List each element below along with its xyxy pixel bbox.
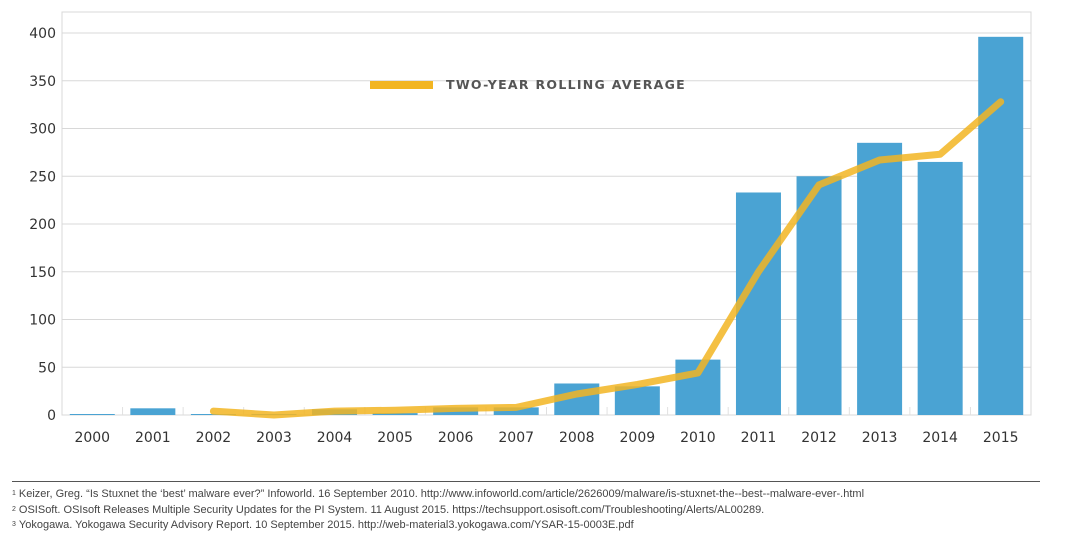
bar-2000 — [69, 414, 115, 415]
y-tick-label: 200 — [29, 217, 56, 233]
y-tick-label: 400 — [29, 26, 56, 42]
bar-2007 — [493, 407, 539, 415]
bar-2005 — [372, 413, 418, 415]
rolling-average-line — [209, 98, 1005, 419]
x-tick-label: 2000 — [74, 430, 110, 446]
y-tick-label: 350 — [29, 74, 56, 90]
x-tick-label: 2004 — [317, 430, 353, 446]
bar-2012 — [796, 176, 842, 415]
y-tick-label: 50 — [38, 360, 56, 376]
x-tick-label: 2008 — [559, 430, 595, 446]
x-tick-label: 2005 — [377, 430, 413, 446]
x-tick-label: 2009 — [620, 430, 656, 446]
footnote-3: 3 Yokogawa. Yokogawa Security Advisory Re… — [12, 519, 634, 531]
bar-2013 — [857, 142, 903, 415]
x-tick-label: 2002 — [196, 430, 232, 446]
footnote-2: 2 OSISoft. OSIsoft Releases Multiple Secu… — [12, 503, 765, 516]
x-tick-label: 2012 — [801, 430, 837, 446]
x-tick-label: 2010 — [680, 430, 716, 446]
footnote-divider — [12, 481, 1040, 482]
y-tick-label: 150 — [29, 265, 56, 281]
x-tick-label: 2013 — [862, 430, 898, 446]
y-tick-label: 100 — [29, 313, 56, 329]
legend-label: TWO-YEAR ROLLING AVERAGE — [446, 77, 686, 92]
x-tick-label: 2006 — [438, 430, 474, 446]
bar-2014 — [917, 161, 963, 415]
y-tick-label: 300 — [29, 122, 56, 138]
bar-line-chart: 0 50 100 150 200 250 300 350 400 2000 2001 2002 2003… — [29, 11, 1032, 446]
y-tick-label: 250 — [29, 169, 56, 185]
x-tick-label: 2014 — [922, 430, 958, 446]
bar-2015 — [978, 36, 1024, 415]
x-tick-label: 2011 — [741, 430, 777, 446]
y-tick-label: 0 — [47, 408, 56, 424]
x-tick-label: 2001 — [135, 430, 171, 446]
footnotes: 1 Keizer, Greg. “Is Stuxnet the ‘best’ ma… — [12, 487, 1042, 534]
footnote-1: 1 Keizer, Greg. “Is Stuxnet the ‘best’ ma… — [12, 488, 865, 500]
bar-2009 — [614, 386, 660, 415]
x-tick-label: 2003 — [256, 430, 292, 446]
bar-2011 — [735, 192, 781, 415]
x-tick-label: 2015 — [983, 430, 1019, 446]
x-tick-label: 2007 — [498, 430, 534, 446]
bar-2001 — [130, 408, 176, 415]
